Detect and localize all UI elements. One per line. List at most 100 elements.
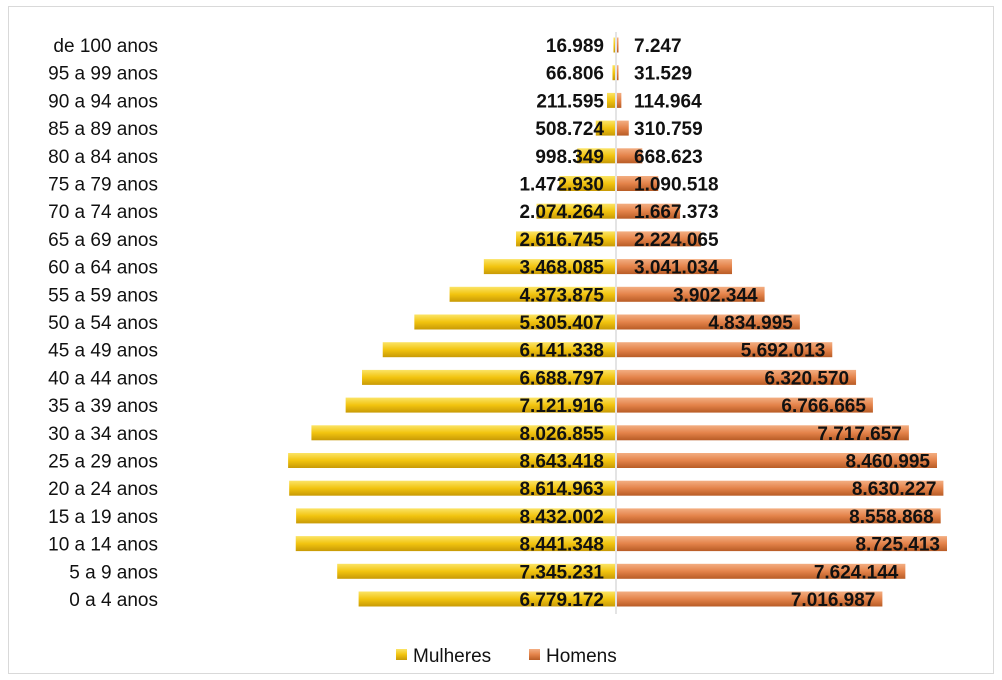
bar-mulheres bbox=[613, 37, 615, 53]
category-label: 25 a 29 anos bbox=[48, 452, 158, 473]
bar-homens bbox=[617, 369, 857, 385]
legend-label-homens: Homens bbox=[546, 646, 617, 667]
bar-homens bbox=[617, 92, 622, 108]
value-label-mulheres: 211.595 bbox=[536, 91, 604, 112]
bar-mulheres bbox=[358, 591, 615, 607]
bar-homens bbox=[617, 314, 800, 330]
bar-mulheres bbox=[311, 425, 615, 441]
category-label: 90 a 94 anos bbox=[48, 91, 158, 112]
bar-homens bbox=[617, 591, 883, 607]
category-label: 10 a 14 anos bbox=[48, 535, 158, 556]
value-label-mulheres: 8.441.348 bbox=[519, 535, 604, 556]
bar-mulheres bbox=[536, 203, 615, 219]
value-label-homens: 310.759 bbox=[634, 119, 703, 140]
value-label-homens: 8.460.995 bbox=[845, 452, 930, 473]
bar-mulheres bbox=[362, 369, 615, 385]
bar-mulheres bbox=[296, 508, 615, 524]
bar-homens bbox=[617, 563, 906, 579]
category-label: 30 a 34 anos bbox=[48, 424, 158, 445]
bar-mulheres bbox=[483, 259, 615, 275]
category-label: 50 a 54 anos bbox=[48, 313, 158, 334]
bar-mulheres bbox=[289, 480, 615, 496]
value-label-mulheres: 1.472.930 bbox=[519, 175, 604, 196]
bar-homens bbox=[617, 397, 873, 413]
category-label: de 100 anos bbox=[53, 36, 158, 57]
value-label-homens: 1.667.373 bbox=[634, 202, 719, 223]
category-label: 60 a 64 anos bbox=[48, 258, 158, 279]
bar-homens bbox=[617, 536, 947, 552]
value-label-homens: 3.041.034 bbox=[634, 258, 719, 279]
value-label-mulheres: 7.345.231 bbox=[519, 562, 604, 583]
bar-homens bbox=[617, 508, 941, 524]
value-label-homens: 668.623 bbox=[634, 147, 703, 168]
value-label-mulheres: 8.643.418 bbox=[519, 452, 604, 473]
value-label-homens: 8.630.227 bbox=[852, 479, 937, 500]
value-label-mulheres: 2.616.745 bbox=[519, 230, 604, 251]
bar-homens bbox=[617, 203, 681, 219]
bar-homens bbox=[617, 342, 833, 358]
category-label: 55 a 59 anos bbox=[48, 285, 158, 306]
category-label: 80 a 84 anos bbox=[48, 147, 158, 168]
bar-mulheres bbox=[449, 286, 615, 302]
bar-homens bbox=[617, 453, 937, 468]
value-label-homens: 7.624.144 bbox=[814, 562, 899, 583]
value-label-homens: 7.016.987 bbox=[791, 590, 876, 611]
bar-mulheres bbox=[577, 148, 615, 164]
value-label-homens: 4.834.995 bbox=[708, 313, 793, 334]
value-label-homens: 8.558.868 bbox=[849, 507, 934, 528]
bar-mulheres bbox=[337, 563, 615, 579]
category-label: 15 a 19 anos bbox=[48, 507, 158, 528]
bar-mulheres bbox=[414, 314, 615, 330]
bar-homens bbox=[617, 259, 733, 275]
bar-homens bbox=[617, 120, 629, 136]
value-label-homens: 1.090.518 bbox=[634, 175, 719, 196]
bar-mulheres bbox=[559, 176, 615, 191]
bar-mulheres bbox=[345, 397, 615, 413]
value-label-mulheres: 16.989 bbox=[546, 36, 604, 57]
category-label: 5 a 9 anos bbox=[69, 562, 158, 583]
value-label-homens: 7.247 bbox=[634, 36, 682, 57]
value-label-homens: 6.320.570 bbox=[765, 368, 850, 389]
value-label-mulheres: 998.349 bbox=[535, 147, 604, 168]
value-label-homens: 3.902.344 bbox=[673, 285, 758, 306]
value-label-mulheres: 6.688.797 bbox=[519, 368, 604, 389]
value-label-homens: 31.529 bbox=[634, 64, 692, 85]
value-label-mulheres: 6.141.338 bbox=[519, 341, 604, 362]
bar-mulheres bbox=[288, 453, 615, 468]
category-label: 20 a 24 anos bbox=[48, 479, 158, 500]
category-label: 0 a 4 anos bbox=[69, 590, 158, 611]
bar-homens bbox=[617, 65, 619, 81]
category-label: 45 a 49 anos bbox=[48, 341, 158, 362]
value-label-mulheres: 5.305.407 bbox=[519, 313, 604, 334]
value-label-mulheres: 4.373.875 bbox=[519, 285, 604, 306]
bar-mulheres bbox=[516, 231, 615, 247]
bar-homens bbox=[617, 37, 619, 53]
category-label: 35 a 39 anos bbox=[48, 396, 158, 417]
category-label: 40 a 44 anos bbox=[48, 368, 158, 389]
legend-swatch-homens bbox=[529, 649, 540, 660]
category-label: 95 a 99 anos bbox=[48, 64, 158, 85]
value-label-homens: 7.717.657 bbox=[817, 424, 902, 445]
bar-homens bbox=[617, 148, 643, 164]
category-label: 85 a 89 anos bbox=[48, 119, 158, 140]
bar-mulheres bbox=[295, 536, 615, 552]
value-label-mulheres: 8.432.002 bbox=[519, 507, 604, 528]
bar-mulheres bbox=[382, 342, 615, 358]
value-label-mulheres: 6.779.172 bbox=[519, 590, 604, 611]
value-label-homens: 5.692.013 bbox=[741, 341, 826, 362]
category-label: 65 a 69 anos bbox=[48, 230, 158, 251]
bar-homens bbox=[617, 425, 909, 441]
value-label-mulheres: 508.724 bbox=[535, 119, 604, 140]
value-label-homens: 2.224.065 bbox=[634, 230, 719, 251]
value-label-mulheres: 2.074.264 bbox=[519, 202, 604, 223]
bar-mulheres bbox=[595, 120, 615, 136]
legend-swatch-mulheres bbox=[396, 649, 407, 660]
bar-homens bbox=[617, 231, 702, 247]
value-label-homens: 8.725.413 bbox=[855, 535, 940, 556]
bar-homens bbox=[617, 480, 944, 496]
value-label-mulheres: 7.121.916 bbox=[519, 396, 604, 417]
value-label-mulheres: 3.468.085 bbox=[519, 258, 604, 279]
category-label: 70 a 74 anos bbox=[48, 202, 158, 223]
bar-homens bbox=[617, 286, 765, 302]
